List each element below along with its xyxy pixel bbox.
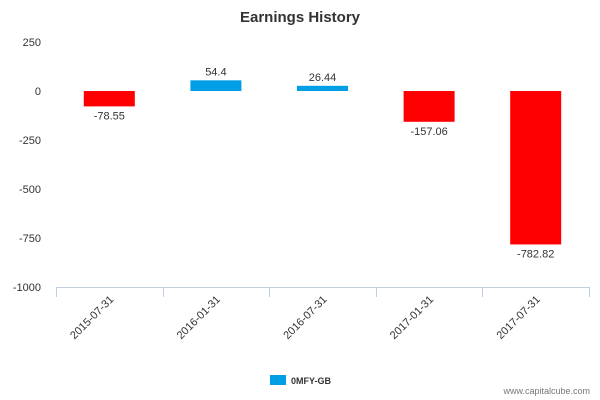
bar-2016-01-31[interactable] [190, 80, 242, 91]
bar-2017-01-31[interactable] [403, 91, 455, 122]
y-tick-label: 250 [23, 37, 41, 49]
x-tick-label: 2017-07-31 [495, 294, 543, 342]
x-tick-label: 2015-07-31 [68, 294, 116, 342]
data-labels-layer: -78.55 54.4 26.44 -157.06 -782.82 [94, 66, 555, 260]
credit-text[interactable]: www.capitalcube.com [502, 386, 590, 396]
data-label: -782.82 [517, 248, 554, 260]
legend[interactable]: 0MFY-GB [270, 375, 332, 386]
data-label: -78.55 [94, 110, 125, 122]
y-axis: 250 0 -250 -500 -750 -1000 [13, 37, 41, 294]
data-label: -157.06 [410, 126, 447, 138]
data-label: 54.4 [205, 66, 226, 78]
data-label: 26.44 [309, 72, 337, 84]
x-tick-label: 2016-01-31 [175, 294, 223, 342]
y-tick-label: -750 [19, 233, 41, 245]
x-axis: 2015-07-31 2016-01-31 2016-07-31 2017-01-31… [56, 287, 590, 342]
bar-2015-07-31[interactable] [83, 91, 135, 107]
legend-label: 0MFY-GB [291, 376, 332, 386]
y-tick-label: -500 [19, 184, 41, 196]
bar-2017-07-31[interactable] [510, 91, 562, 245]
x-tick-label: 2016-07-31 [281, 294, 329, 342]
bar-2016-07-31[interactable] [297, 85, 348, 91]
y-tick-label: -1000 [13, 282, 41, 294]
legend-swatch [270, 375, 286, 385]
chart-title: Earnings History [240, 9, 361, 26]
y-tick-label: 0 [35, 86, 41, 98]
x-tick-label: 2017-01-31 [388, 294, 436, 342]
bars-layer [83, 80, 562, 245]
y-tick-label: -250 [19, 135, 41, 147]
